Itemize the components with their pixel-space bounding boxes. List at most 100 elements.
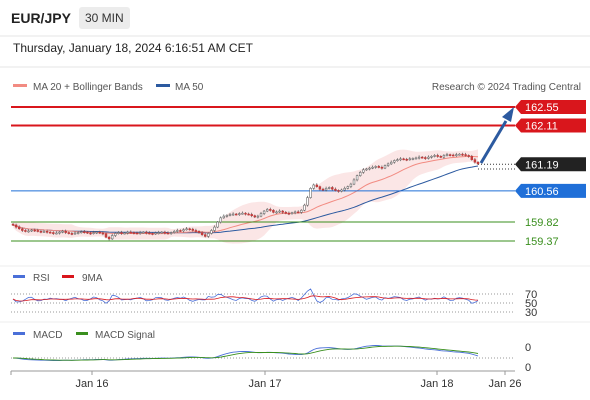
candle-body-74 <box>241 212 244 215</box>
candle-8 <box>36 228 40 233</box>
candle-37 <box>126 230 129 235</box>
candle-body-89 <box>287 212 291 215</box>
timeframe-button[interactable]: 30 MIN <box>79 7 130 29</box>
price-label-box-162.55 <box>515 100 586 114</box>
candle-67 <box>219 216 222 224</box>
candle-body-94 <box>303 204 306 211</box>
candle-body-47 <box>157 232 160 234</box>
ma50-legend-swatch <box>156 84 170 87</box>
candle-body-68 <box>222 215 226 219</box>
candle-131 <box>417 155 421 160</box>
rsi-ma-legend-label: 9MA <box>82 273 103 284</box>
candle-body-63 <box>207 233 210 237</box>
bollinger-band-fill <box>13 149 478 244</box>
ma20-legend-label: MA 20 + Bollinger Bands <box>33 82 143 93</box>
candle-body-77 <box>250 214 253 217</box>
rsi-tick-50: 50 <box>525 298 537 310</box>
candle-48 <box>160 231 164 234</box>
candle-73 <box>238 212 241 216</box>
x-tick-label-1: Jan 17 <box>248 378 281 390</box>
price-label-text-162.11: 162.11 <box>525 121 558 133</box>
candle-body-104 <box>334 188 337 191</box>
candle-64 <box>210 229 213 235</box>
candle-body-3 <box>21 228 24 231</box>
candle-body-99 <box>318 186 322 190</box>
rsi-legend-swatch <box>13 275 25 278</box>
x-tick-label-2: Jan 18 <box>420 378 453 390</box>
candle-body-70 <box>228 214 232 216</box>
candle-body-75 <box>244 212 247 215</box>
candle-102 <box>327 186 331 190</box>
candle-30 <box>104 232 108 239</box>
candle-118 <box>377 165 381 169</box>
candle-body-57 <box>188 228 191 231</box>
candle-93 <box>300 209 303 214</box>
candle-body-91 <box>293 211 297 214</box>
rsi-lines <box>12 288 479 304</box>
candle-body-114 <box>365 168 368 171</box>
candle-13 <box>52 231 55 235</box>
candle-body-56 <box>185 228 188 231</box>
candle-body-38 <box>129 231 133 234</box>
candle-body-113 <box>362 169 365 173</box>
candle-body-13 <box>52 232 55 234</box>
candle-95 <box>306 195 309 207</box>
rsi-tick-30: 30 <box>525 307 537 319</box>
candle-138 <box>439 155 443 159</box>
candle-body-141 <box>448 154 452 156</box>
macd-signal-legend-label: MACD Signal <box>95 330 155 341</box>
candle-body-146 <box>464 154 467 156</box>
candle-77 <box>250 212 253 218</box>
candle-body-10 <box>42 231 46 233</box>
candle-10 <box>42 229 46 233</box>
rsi-line <box>12 288 479 304</box>
candle-body-19 <box>70 233 74 235</box>
candle-body-33 <box>114 233 117 236</box>
candle-113 <box>362 168 365 174</box>
forecast-arrow <box>479 107 514 164</box>
candle-107 <box>343 186 346 192</box>
candle-body-131 <box>417 156 421 159</box>
candle-137 <box>436 153 439 158</box>
candle-40 <box>135 231 139 235</box>
candle-94 <box>303 203 306 212</box>
candle-body-25 <box>89 232 92 235</box>
candle-body-86 <box>278 210 281 213</box>
candle-body-126 <box>402 158 405 161</box>
candle-24 <box>86 231 89 235</box>
candle-body-73 <box>238 213 241 215</box>
symbol-label: EUR/JPY <box>11 10 71 26</box>
candle-130 <box>414 156 418 160</box>
price-label-text-160.56: 160.56 <box>525 186 559 198</box>
candle-140 <box>445 152 449 157</box>
candle-body-92 <box>296 211 300 214</box>
candle-body-108 <box>346 186 350 189</box>
candle-26 <box>92 230 95 235</box>
candle-15 <box>58 231 61 235</box>
candle-body-28 <box>98 231 102 234</box>
candle-19 <box>70 232 74 236</box>
candle-body-46 <box>154 232 157 235</box>
candle-6 <box>30 228 33 232</box>
candle-27 <box>95 231 98 235</box>
candle-body-118 <box>377 166 381 168</box>
candle-68 <box>222 214 226 219</box>
price-label-161.19: 161.19 <box>515 157 586 172</box>
candle-body-139 <box>442 155 446 158</box>
candle-139 <box>442 154 446 159</box>
candle-80 <box>259 211 263 218</box>
candle-body-61 <box>200 232 204 235</box>
candle-141 <box>448 153 452 157</box>
candle-body-144 <box>458 153 461 156</box>
candle-0 <box>11 223 15 227</box>
candle-99 <box>318 185 322 191</box>
candle-90 <box>290 211 294 215</box>
candle-110 <box>352 178 356 186</box>
candle-91 <box>293 210 297 215</box>
candle-87 <box>281 210 284 214</box>
candle-60 <box>197 230 201 234</box>
ma50-legend-label: MA 50 <box>175 82 204 93</box>
candle-body-1 <box>14 224 18 228</box>
candle-body-109 <box>349 183 353 187</box>
